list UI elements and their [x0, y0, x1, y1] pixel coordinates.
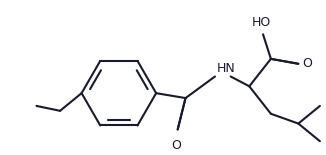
Text: O: O: [171, 139, 181, 152]
Text: HN: HN: [217, 62, 236, 75]
Text: O: O: [302, 57, 312, 70]
Text: HO: HO: [251, 16, 271, 29]
